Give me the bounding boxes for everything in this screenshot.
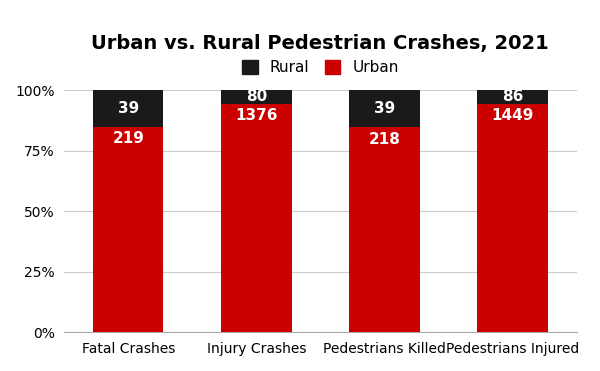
Text: 218: 218 [368,132,400,147]
Text: 86: 86 [502,89,523,105]
Bar [477,90,548,104]
Bar [221,90,292,104]
Text: 39: 39 [374,101,395,116]
Bar [477,104,548,332]
Text: 219: 219 [112,131,144,147]
Bar [349,90,419,127]
Text: 39: 39 [118,101,139,116]
Legend: Rural, Urban: Rural, Urban [236,54,404,82]
Bar [221,104,292,332]
Bar [93,90,163,127]
Title: Urban vs. Rural Pedestrian Crashes, 2021: Urban vs. Rural Pedestrian Crashes, 2021 [91,33,549,53]
Bar [349,127,419,332]
Bar [93,127,163,332]
Text: 1376: 1376 [235,108,278,123]
Text: 1449: 1449 [491,108,533,124]
Text: 80: 80 [246,89,267,104]
